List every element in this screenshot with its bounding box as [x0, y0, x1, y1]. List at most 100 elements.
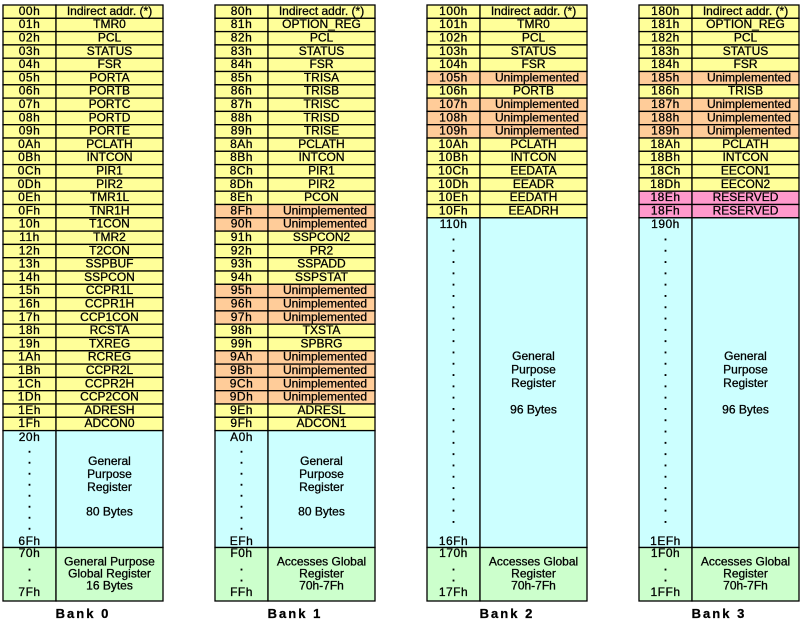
svg-text:PIR1: PIR1 — [96, 164, 123, 178]
svg-text:02h: 02h — [19, 31, 41, 45]
svg-text:General Purpose: General Purpose — [64, 555, 155, 569]
svg-text:85h: 85h — [231, 70, 253, 84]
svg-text:70h: 70h — [19, 546, 41, 560]
svg-text:10Eh: 10Eh — [438, 190, 468, 204]
svg-text:Unimplemented: Unimplemented — [283, 390, 367, 404]
svg-text:1EFh: 1EFh — [650, 534, 681, 548]
svg-text:8Bh: 8Bh — [230, 150, 253, 164]
svg-text:Accesses Global: Accesses Global — [277, 555, 366, 569]
svg-text:TMR2: TMR2 — [93, 230, 126, 244]
svg-text:95h: 95h — [231, 283, 253, 297]
svg-text:8Eh: 8Eh — [230, 190, 253, 204]
svg-text:CCPR2L: CCPR2L — [86, 363, 134, 377]
svg-text:Unimplemented: Unimplemented — [283, 310, 367, 324]
svg-text:1Dh: 1Dh — [18, 390, 42, 404]
svg-text:Unimplemented: Unimplemented — [495, 70, 579, 84]
svg-text:80h: 80h — [231, 4, 253, 18]
svg-text:0Bh: 0Bh — [18, 150, 41, 164]
svg-text:Unimplemented: Unimplemented — [707, 110, 791, 124]
svg-text:Unimplemented: Unimplemented — [495, 124, 579, 138]
svg-text:1Ch: 1Ch — [18, 376, 42, 390]
svg-text:70h-7Fh: 70h-7Fh — [511, 579, 556, 593]
svg-text:170h: 170h — [439, 546, 468, 560]
svg-text:STATUS: STATUS — [723, 44, 769, 58]
svg-text:TMR0: TMR0 — [93, 17, 126, 31]
svg-text:T1CON: T1CON — [89, 217, 130, 231]
svg-text:90h: 90h — [231, 217, 253, 231]
svg-text:17Fh: 17Fh — [439, 585, 468, 599]
svg-text:PCL: PCL — [734, 31, 758, 45]
svg-text:PR2: PR2 — [310, 243, 334, 257]
svg-text:FSR: FSR — [734, 57, 758, 71]
svg-text:Bank 3: Bank 3 — [692, 606, 747, 621]
svg-text:SSPSTAT: SSPSTAT — [295, 270, 349, 284]
svg-text:20h: 20h — [19, 430, 41, 444]
svg-text:09h: 09h — [19, 124, 41, 138]
svg-text:ADRESL: ADRESL — [297, 403, 345, 417]
svg-text:Register: Register — [299, 480, 344, 494]
svg-text:CCP2CON: CCP2CON — [80, 390, 139, 404]
svg-text:89h: 89h — [231, 124, 253, 138]
svg-text:109h: 109h — [439, 124, 468, 138]
svg-text:Unimplemented: Unimplemented — [283, 376, 367, 390]
svg-text:PCLATH: PCLATH — [298, 137, 344, 151]
svg-text:9Fh: 9Fh — [230, 416, 252, 430]
svg-text:TNR1H: TNR1H — [89, 203, 129, 217]
svg-text:18Fh: 18Fh — [651, 203, 680, 217]
svg-text:86h: 86h — [231, 84, 253, 98]
svg-text:PCL: PCL — [522, 31, 546, 45]
svg-text:108h: 108h — [439, 110, 468, 124]
svg-text:01h: 01h — [19, 17, 41, 31]
svg-text:0Ah: 0Ah — [18, 137, 41, 151]
svg-text:1Fh: 1Fh — [18, 416, 40, 430]
svg-text:1FFh: 1FFh — [650, 585, 680, 599]
svg-text:PCLATH: PCLATH — [86, 137, 132, 151]
svg-text:184h: 184h — [651, 57, 680, 71]
svg-text:TRISA: TRISA — [304, 70, 339, 84]
svg-text:CCPR2H: CCPR2H — [85, 376, 134, 390]
svg-text:9Bh: 9Bh — [230, 363, 253, 377]
svg-text:CCPR1H: CCPR1H — [85, 297, 134, 311]
svg-text:10Bh: 10Bh — [438, 150, 468, 164]
svg-text:OPTION_REG: OPTION_REG — [282, 17, 361, 31]
svg-text:A0h: A0h — [230, 430, 253, 444]
svg-text:102h: 102h — [439, 31, 468, 45]
svg-text:91h: 91h — [231, 230, 253, 244]
svg-text:Register: Register — [723, 567, 768, 581]
svg-text:PCLATH: PCLATH — [510, 137, 556, 151]
svg-text:INTCON: INTCON — [299, 150, 345, 164]
svg-text:Unimplemented: Unimplemented — [283, 203, 367, 217]
svg-text:Unimplemented: Unimplemented — [283, 350, 367, 364]
svg-text:TMR0: TMR0 — [517, 17, 550, 31]
svg-text:81h: 81h — [231, 17, 253, 31]
svg-text:PORTC: PORTC — [89, 97, 131, 111]
svg-text:106h: 106h — [439, 84, 468, 98]
svg-text:7Fh: 7Fh — [18, 585, 40, 599]
svg-text:80 Bytes: 80 Bytes — [298, 505, 345, 519]
svg-text:94h: 94h — [231, 270, 253, 284]
svg-text:Purpose: Purpose — [299, 467, 344, 481]
svg-text:187h: 187h — [651, 97, 680, 111]
svg-text:18Ah: 18Ah — [650, 137, 680, 151]
svg-text:TRISC: TRISC — [304, 97, 340, 111]
svg-text:189h: 189h — [651, 124, 680, 138]
svg-text:STATUS: STATUS — [299, 44, 345, 58]
svg-text:TMR1L: TMR1L — [90, 190, 130, 204]
svg-text:PCL: PCL — [98, 31, 122, 45]
svg-text:88h: 88h — [231, 110, 253, 124]
svg-text:INTCON: INTCON — [723, 150, 769, 164]
svg-text:CCPR1L: CCPR1L — [86, 283, 134, 297]
svg-text:100h: 100h — [439, 4, 468, 18]
svg-text:82h: 82h — [231, 31, 253, 45]
svg-text:Bank 0: Bank 0 — [56, 606, 111, 621]
svg-text:0Dh: 0Dh — [18, 177, 42, 191]
svg-text:SSPADD: SSPADD — [297, 257, 346, 271]
svg-text:EEDATA: EEDATA — [510, 164, 556, 178]
svg-text:PORTD: PORTD — [89, 110, 131, 124]
svg-text:Register: Register — [511, 567, 556, 581]
svg-text:PIR1: PIR1 — [308, 164, 335, 178]
svg-text:9Eh: 9Eh — [230, 403, 253, 417]
svg-text:Unimplemented: Unimplemented — [707, 124, 791, 138]
svg-text:General: General — [724, 349, 767, 363]
svg-text:110h: 110h — [440, 217, 468, 231]
